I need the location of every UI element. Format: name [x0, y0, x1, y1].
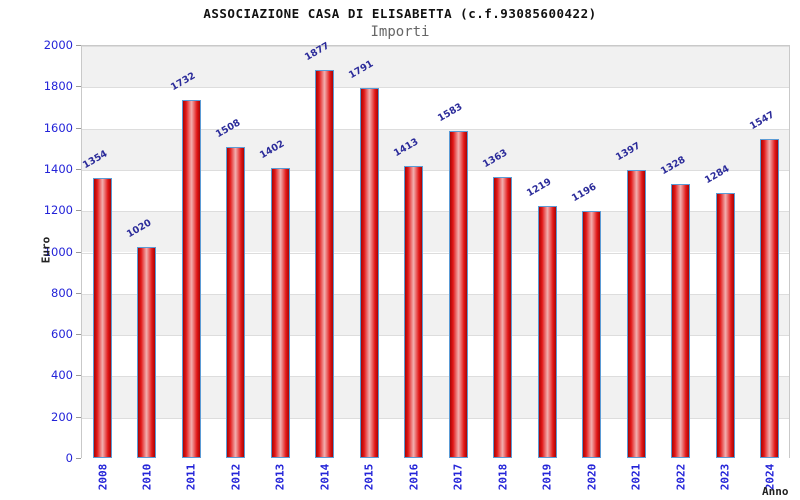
gridline	[82, 293, 789, 295]
bar	[671, 183, 691, 458]
x-axis-title: Anno	[762, 485, 789, 498]
bar	[315, 70, 335, 458]
y-tick-mark	[76, 210, 81, 212]
x-tick-label: 2014	[318, 463, 332, 491]
x-tick-label: 2022	[674, 463, 688, 491]
y-tick-mark	[76, 45, 81, 46]
x-tick-label: 2008	[96, 463, 109, 491]
bar	[226, 146, 246, 458]
bar	[181, 100, 201, 458]
y-tick-label: 1400	[43, 161, 73, 176]
x-tick-label: 2015	[362, 463, 376, 491]
x-tick-label: 2017	[451, 463, 465, 491]
y-tick-mark	[76, 458, 81, 459]
bar	[626, 169, 646, 458]
bar	[760, 138, 780, 458]
bar	[93, 178, 112, 458]
y-tick-label: 800	[51, 285, 73, 300]
x-tick-label: 2013	[273, 463, 287, 491]
bar	[493, 176, 513, 458]
y-tick-mark	[76, 86, 81, 88]
y-tick-mark	[76, 375, 81, 377]
y-tick-mark	[76, 416, 81, 418]
y-tick-label: 1000	[43, 244, 73, 259]
bar	[537, 206, 557, 458]
x-tick-label: 2021	[629, 463, 643, 491]
x-tick-label: 2020	[585, 463, 599, 491]
y-tick-label: 0	[65, 451, 73, 465]
x-tick-label: 2016	[407, 463, 421, 491]
y-tick-mark	[76, 127, 81, 129]
bar	[582, 211, 602, 458]
y-tick-mark	[76, 168, 81, 170]
gridline	[82, 376, 789, 378]
gridline	[82, 252, 789, 254]
y-tick-label: 2000	[43, 38, 73, 52]
grid-band	[82, 46, 789, 88]
bar	[137, 247, 157, 458]
gridline	[82, 417, 789, 419]
gridline	[82, 128, 789, 130]
gridline	[82, 211, 789, 213]
gridline	[82, 169, 789, 171]
x-tick-label: 2023	[718, 463, 732, 491]
x-tick-label: 2011	[184, 463, 198, 491]
y-tick-label: 1200	[43, 203, 73, 218]
gridline	[82, 46, 789, 47]
y-tick-mark	[76, 251, 81, 253]
chart-subtitle: Importi	[370, 24, 430, 40]
bar	[448, 131, 468, 458]
chart-title: ASSOCIAZIONE CASA DI ELISABETTA (c.f.930…	[203, 6, 597, 21]
y-tick-label: 400	[51, 368, 73, 383]
x-tick-label: 2012	[229, 463, 243, 491]
bar	[270, 168, 290, 458]
y-tick-mark	[76, 334, 81, 336]
x-tick-label: 2018	[496, 463, 510, 491]
bar	[404, 166, 424, 458]
bar	[715, 192, 735, 458]
x-tick-label: 2010	[140, 463, 154, 491]
y-tick-mark	[76, 292, 81, 294]
y-tick-label: 1600	[43, 120, 73, 135]
bar	[359, 88, 379, 458]
y-axis-title: Euro	[39, 236, 53, 264]
x-tick-label: 2019	[540, 463, 554, 491]
y-tick-label: 600	[51, 327, 73, 342]
y-tick-label: 1800	[43, 79, 73, 94]
gridline	[82, 87, 789, 89]
gridline	[82, 335, 789, 337]
y-tick-label: 200	[51, 409, 73, 424]
